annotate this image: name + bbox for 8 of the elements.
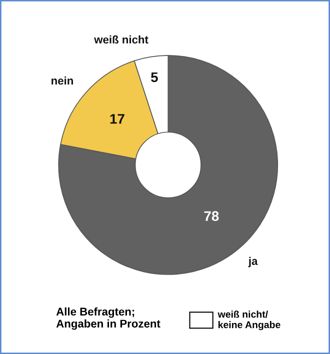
- data-label: 78: [204, 211, 219, 222]
- slice-label: ja: [248, 256, 258, 268]
- data-label: 5: [150, 72, 158, 82]
- text: Alle Befragten; Angaben in Prozent: [56, 307, 160, 330]
- slice-label: nein: [52, 76, 73, 85]
- data-label: 17: [110, 114, 124, 124]
- slice-label: weiß nicht: [94, 35, 148, 44]
- text: weiß nicht/ keine Angabe: [218, 310, 280, 330]
